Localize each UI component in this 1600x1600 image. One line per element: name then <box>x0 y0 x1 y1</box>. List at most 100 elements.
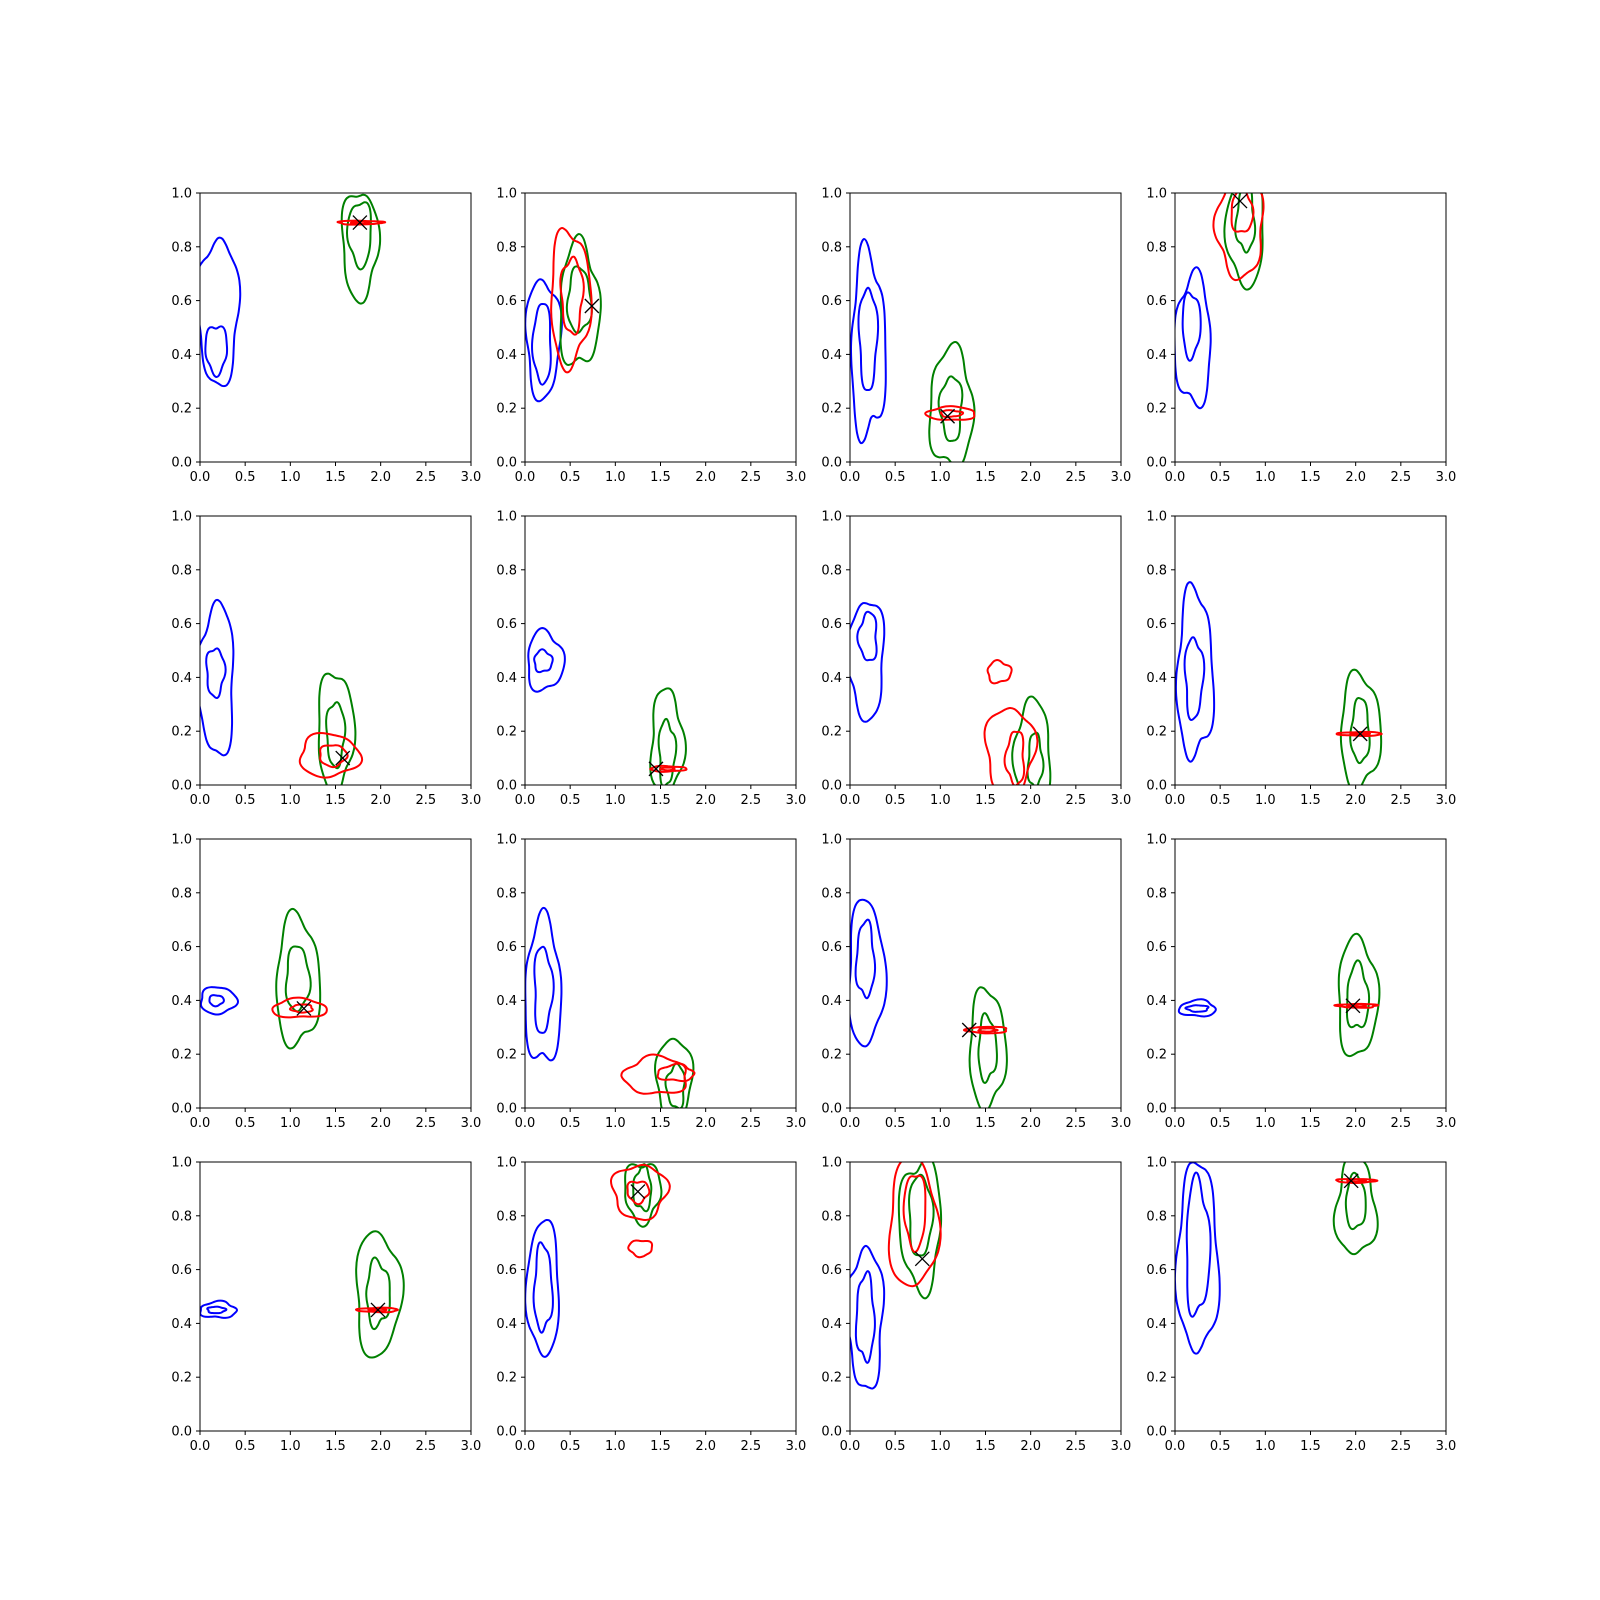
x-tick-label: 0.5 <box>560 1439 581 1454</box>
y-tick-label: 0.4 <box>1146 348 1167 363</box>
contour-green-3 <box>928 340 976 462</box>
y-tick-label: 0.8 <box>496 886 517 901</box>
contour-green-3 <box>275 907 322 1050</box>
x-tick-label: 0.5 <box>235 470 256 485</box>
x-tick-label: 3.0 <box>1436 470 1457 485</box>
contour-green-3 <box>559 233 602 366</box>
panel-contours <box>200 193 387 388</box>
x-tick-label: 3.0 <box>461 1439 482 1454</box>
contour-red-6 <box>977 1027 999 1033</box>
truth-marker <box>296 1001 312 1016</box>
y-tick-label: 0.2 <box>171 402 192 417</box>
panel-16: 0.0 0.5 1.0 1.5 2.0 2.5 3.0 0.0 0.2 0.4 0.6 0.8 1.0 <box>1146 1156 1456 1455</box>
x-tick-label: 1.5 <box>650 1439 671 1454</box>
truth-marker <box>914 1251 930 1267</box>
x-tick-label: 2.0 <box>695 793 716 808</box>
y-tick-label: 0.8 <box>821 1209 842 1224</box>
x-tick-label: 1.0 <box>280 793 301 808</box>
truth-marker-stroke-b <box>914 1251 930 1267</box>
truth-marker-stroke-b <box>1232 193 1248 209</box>
panel-2: 0.0 0.5 1.0 1.5 2.0 2.5 3.0 0.0 0.2 0.4 0.6 0.8 1.0 <box>496 187 806 486</box>
contour-red-6 <box>656 1062 696 1083</box>
contour-red-6 <box>902 1174 927 1254</box>
contour-blue-2 <box>533 945 555 1034</box>
y-tick-label: 0.8 <box>1146 1209 1167 1224</box>
y-tick-label: 0.6 <box>496 1263 517 1278</box>
x-tick-label: 3.0 <box>461 1116 482 1131</box>
contour-red-5 <box>550 226 593 374</box>
contour-blue-2 <box>857 286 880 392</box>
x-tick-label: 0.5 <box>235 1439 256 1454</box>
panel-contours <box>1175 1162 1379 1355</box>
x-tick-label: 1.5 <box>975 793 996 808</box>
y-tick-label: 0.2 <box>496 1048 517 1063</box>
contour-green-3 <box>1223 193 1264 291</box>
x-tick-label: 1.0 <box>1255 1116 1276 1131</box>
y-tick-label: 1.0 <box>821 510 842 525</box>
y-tick-label: 0.8 <box>1146 886 1167 901</box>
panel-contours <box>200 598 364 785</box>
x-tick-label: 0.0 <box>190 793 211 808</box>
x-tick-label: 1.0 <box>605 793 626 808</box>
x-tick-label: 2.5 <box>1065 1439 1086 1454</box>
panel-8: 0.0 0.5 1.0 1.5 2.0 2.5 3.0 0.0 0.2 0.4 0.6 0.8 1.0 <box>1146 510 1456 809</box>
contour-red-5 <box>1212 193 1265 282</box>
truth-marker-stroke-b <box>961 1022 977 1038</box>
y-tick-label: 0.2 <box>496 1371 517 1386</box>
x-tick-label: 0.0 <box>840 793 861 808</box>
x-tick-label: 2.0 <box>370 1439 391 1454</box>
panel-3: 0.0 0.5 1.0 1.5 2.0 2.5 3.0 0.0 0.2 0.4 0.6 0.8 1.0 <box>821 187 1131 486</box>
y-tick-label: 0.4 <box>496 994 517 1009</box>
x-tick-label: 1.0 <box>1255 793 1276 808</box>
contour-green-3 <box>968 986 1008 1108</box>
contour-blue-2 <box>208 994 225 1008</box>
contour-red-6 <box>1346 1003 1368 1008</box>
x-tick-label: 0.0 <box>1165 1439 1186 1454</box>
truth-marker <box>940 408 956 424</box>
x-tick-label: 0.0 <box>515 1116 536 1131</box>
y-tick-label: 0.6 <box>1146 617 1167 632</box>
panel-13: 0.0 0.5 1.0 1.5 2.0 2.5 3.0 0.0 0.2 0.4 0.6 0.8 1.0 <box>171 1156 481 1455</box>
x-tick-label: 1.5 <box>975 1116 996 1131</box>
y-tick-label: 0.2 <box>496 725 517 740</box>
x-tick-label: 0.0 <box>190 1116 211 1131</box>
x-tick-label: 0.5 <box>235 793 256 808</box>
x-tick-label: 1.5 <box>1300 1116 1321 1131</box>
contour-red-5 <box>1333 1002 1380 1009</box>
y-tick-label: 0.2 <box>171 1048 192 1063</box>
y-tick-label: 0.6 <box>171 1263 192 1278</box>
y-tick-label: 0.6 <box>1146 940 1167 955</box>
x-tick-label: 3.0 <box>786 793 807 808</box>
x-tick-label: 1.5 <box>975 1439 996 1454</box>
y-tick-label: 1.0 <box>1146 510 1167 525</box>
y-tick-label: 0.6 <box>171 294 192 309</box>
x-tick-label: 2.0 <box>1345 793 1366 808</box>
contour-green-4 <box>1345 959 1371 1029</box>
contour-red-6 <box>559 255 585 336</box>
x-tick-label: 2.5 <box>740 1116 761 1131</box>
y-tick-label: 1.0 <box>171 833 192 848</box>
x-tick-label: 3.0 <box>461 470 482 485</box>
contour-green-3 <box>649 687 687 785</box>
truth-marker-stroke-b <box>630 1184 646 1200</box>
y-tick-label: 0.2 <box>1146 402 1167 417</box>
panel-4: 0.0 0.5 1.0 1.5 2.0 2.5 3.0 0.0 0.2 0.4 0.6 0.8 1.0 <box>1146 187 1457 486</box>
truth-marker-stroke-b <box>335 750 351 766</box>
truth-marker-stroke-b <box>648 761 664 777</box>
panel-7: 0.0 0.5 1.0 1.5 2.0 2.5 3.0 0.0 0.2 0.4 0.6 0.8 1.0 <box>821 510 1131 809</box>
x-tick-label: 2.0 <box>1020 793 1041 808</box>
x-tick-label: 0.0 <box>190 1439 211 1454</box>
y-tick-label: 0.0 <box>1146 456 1167 471</box>
y-tick-label: 0.6 <box>1146 1263 1167 1278</box>
contour-green-3 <box>1011 695 1052 785</box>
x-tick-label: 0.0 <box>515 470 536 485</box>
contour-blue-2 <box>205 647 227 700</box>
x-tick-label: 1.5 <box>1300 793 1321 808</box>
contour-blue-1 <box>525 1218 560 1358</box>
x-tick-label: 2.0 <box>695 1439 716 1454</box>
y-tick-label: 0.0 <box>171 1102 192 1117</box>
panel-14: 0.0 0.5 1.0 1.5 2.0 2.5 3.0 0.0 0.2 0.4 0.6 0.8 1.0 <box>496 1156 806 1455</box>
panel-11: 0.0 0.5 1.0 1.5 2.0 2.5 3.0 0.0 0.2 0.4 0.6 0.8 1.0 <box>821 833 1131 1132</box>
contour-red-5 <box>1335 730 1383 737</box>
y-tick-label: 0.0 <box>171 779 192 794</box>
